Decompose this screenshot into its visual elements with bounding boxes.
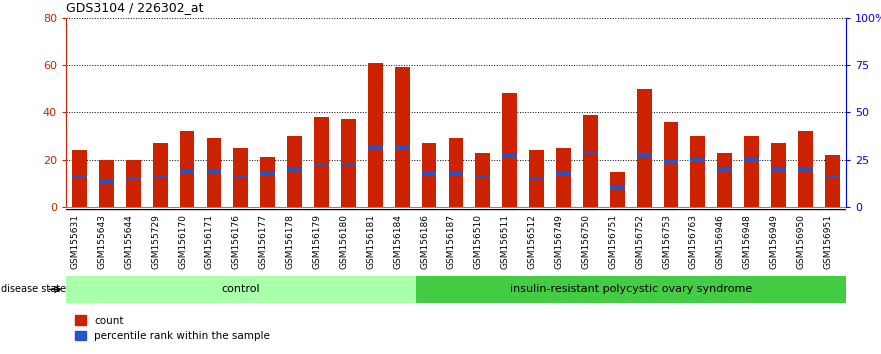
Bar [744,158,759,161]
Text: GSM155644: GSM155644 [124,214,133,269]
Bar [771,143,786,207]
Bar [556,172,571,176]
Bar [260,172,275,176]
Text: GSM156186: GSM156186 [420,214,429,269]
Bar [72,175,87,178]
Bar [583,115,597,207]
Bar [717,153,732,207]
Bar [341,120,356,207]
Text: GSM156750: GSM156750 [581,214,590,269]
Bar [315,163,329,166]
Bar [126,160,141,207]
Text: GSM156176: GSM156176 [232,214,241,269]
Bar [529,150,544,207]
Text: disease state: disease state [1,284,66,295]
Text: GSM156749: GSM156749 [554,214,564,269]
Bar [416,276,846,303]
Bar [476,175,490,178]
Text: GSM156950: GSM156950 [796,214,805,269]
Bar [233,148,248,207]
Bar [663,122,678,207]
Bar [180,170,195,173]
Text: GSM156951: GSM156951 [824,214,833,269]
Text: GSM156511: GSM156511 [500,214,510,269]
Text: GSM156187: GSM156187 [447,214,456,269]
Bar [206,138,221,207]
Bar [395,146,410,150]
Bar [448,138,463,207]
Text: GSM156171: GSM156171 [205,214,214,269]
Text: GSM156763: GSM156763 [689,214,698,269]
Bar [395,67,410,207]
Text: GSM156181: GSM156181 [366,214,375,269]
Text: GSM156177: GSM156177 [259,214,268,269]
Text: GSM155729: GSM155729 [152,214,160,269]
Bar [233,175,248,178]
Bar [422,172,436,176]
Text: GSM156512: GSM156512 [528,214,537,269]
Text: GSM155643: GSM155643 [98,214,107,269]
Text: GSM156184: GSM156184 [393,214,402,269]
Bar [260,158,275,207]
Text: GSM155631: GSM155631 [70,214,79,269]
Text: GSM156179: GSM156179 [313,214,322,269]
Bar [771,167,786,171]
Text: GSM156180: GSM156180 [339,214,348,269]
Bar [691,136,706,207]
Bar [744,136,759,207]
Bar [206,170,221,173]
Bar [610,172,625,207]
Bar [825,175,840,178]
Bar [583,151,597,154]
Text: GSM156178: GSM156178 [285,214,294,269]
Text: GSM156753: GSM156753 [662,214,671,269]
Bar [152,175,167,178]
Bar [126,177,141,181]
Bar [422,143,436,207]
Bar [180,131,195,207]
Bar [476,153,490,207]
Text: GSM156949: GSM156949 [769,214,779,269]
Bar [368,63,382,207]
Text: control: control [221,284,260,295]
Bar [99,160,114,207]
Text: GSM156170: GSM156170 [178,214,187,269]
Bar [66,276,416,303]
Bar [502,153,517,157]
Bar [287,167,302,171]
Bar [315,117,329,207]
Bar [341,163,356,166]
Text: GSM156751: GSM156751 [608,214,618,269]
Text: GSM156948: GSM156948 [743,214,751,269]
Text: GDS3104 / 226302_at: GDS3104 / 226302_at [66,1,204,14]
Text: GSM156752: GSM156752 [635,214,644,269]
Bar [368,146,382,150]
Bar [663,160,678,164]
Bar [610,186,625,190]
Bar [717,167,732,171]
Bar [637,89,652,207]
Legend: count, percentile rank within the sample: count, percentile rank within the sample [71,311,274,345]
Bar [448,172,463,176]
Bar [637,153,652,157]
Bar [798,131,813,207]
Bar [798,167,813,171]
Bar [529,177,544,181]
Bar [825,155,840,207]
Bar [556,148,571,207]
Bar [72,150,87,207]
Bar [691,158,706,161]
Text: GSM156946: GSM156946 [715,214,725,269]
Bar [502,93,517,207]
Bar [152,143,167,207]
Text: insulin-resistant polycystic ovary syndrome: insulin-resistant polycystic ovary syndr… [509,284,751,295]
Bar [287,136,302,207]
Text: GSM156510: GSM156510 [474,214,483,269]
Bar [99,179,114,183]
